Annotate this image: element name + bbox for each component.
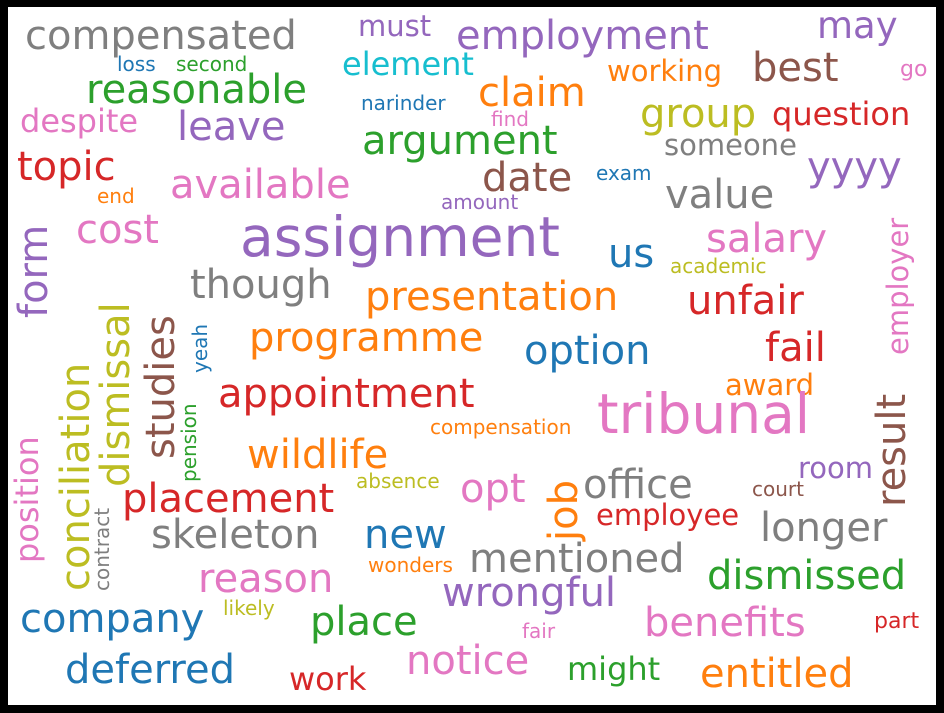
word-placement: placement (122, 476, 335, 522)
word-leave: leave (177, 104, 286, 150)
word-compensation: compensation (430, 415, 572, 439)
word-tribunal: tribunal (597, 382, 811, 446)
word-court: court (752, 477, 804, 501)
word-must: must (358, 9, 432, 43)
word-company: company (20, 596, 205, 642)
word-position: position (8, 436, 46, 563)
word-might: might (567, 650, 661, 688)
word-work: work (289, 660, 367, 698)
word-narinder: narinder (361, 91, 446, 115)
word-dismissal: dismissal (93, 302, 139, 487)
word-room: room (798, 451, 874, 485)
word-appointment: appointment (218, 371, 475, 417)
word-yeah: yeah (188, 323, 212, 373)
word-wrongful: wrongful (442, 570, 617, 616)
word-option: option (524, 328, 651, 374)
word-longer: longer (760, 505, 888, 551)
word-form: form (11, 224, 57, 318)
word-argument: argument (362, 118, 558, 164)
word-us: us (608, 231, 655, 277)
word-place: place (310, 599, 418, 645)
word-studies: studies (138, 315, 184, 459)
word-working: working (607, 54, 723, 88)
word-reasonable: reasonable (86, 67, 307, 113)
word-compensated: compensated (25, 13, 297, 59)
word-programme: programme (249, 315, 484, 361)
word-end: end (97, 184, 135, 208)
word-absence: absence (356, 469, 440, 493)
word-topic: topic (17, 144, 116, 190)
word-assignment: assignment (240, 205, 560, 269)
word-office: office (583, 462, 693, 508)
word-loss: loss (117, 52, 156, 76)
word-exam: exam (596, 161, 652, 185)
word-group: group (640, 91, 757, 137)
word-presentation: presentation (365, 274, 619, 320)
word-cost: cost (76, 207, 159, 253)
word-fail: fail (765, 325, 826, 371)
word-despite: despite (20, 102, 139, 140)
word-best: best (752, 45, 839, 91)
word-go: go (900, 57, 928, 82)
word-question: question (772, 95, 911, 133)
word-date: date (482, 155, 573, 201)
word-fair: fair (522, 619, 556, 643)
word-contract: contract (90, 507, 114, 591)
word-employer: employer (881, 217, 915, 355)
word-reason: reason (198, 556, 334, 602)
word-find: find (491, 107, 529, 131)
word-notice: notice (406, 638, 530, 684)
word-amount: amount (441, 190, 519, 214)
word-available: available (170, 162, 351, 208)
word-result: result (869, 393, 915, 507)
word-dismissed: dismissed (707, 553, 907, 599)
word-pension: pension (177, 403, 201, 482)
word-may: may (817, 7, 898, 47)
word-mentioned: mentioned (469, 536, 685, 582)
word-cloud: compensated must employment may loss sec… (8, 7, 936, 705)
word-opt: opt (460, 466, 526, 512)
word-part: part (874, 609, 920, 634)
word-wildlife: wildlife (247, 432, 389, 478)
word-entitled: entitled (700, 651, 854, 697)
word-wonders: wonders (368, 553, 453, 577)
word-skeleton: skeleton (151, 512, 320, 558)
word-new: new (364, 512, 447, 558)
word-someone: someone (664, 128, 797, 162)
word-likely: likely (223, 596, 275, 620)
word-salary: salary (706, 216, 828, 262)
word-yyyy: yyyy (807, 144, 902, 190)
word-benefits: benefits (644, 600, 806, 646)
word-academic: academic (670, 254, 767, 278)
word-claim: claim (478, 70, 586, 116)
word-employment: employment (456, 13, 709, 59)
word-second: second (176, 52, 248, 76)
word-deferred: deferred (65, 647, 235, 693)
word-though: though (190, 262, 332, 308)
word-employee: employee (596, 498, 740, 532)
word-award: award (725, 368, 815, 402)
word-value: value (665, 172, 775, 218)
word-job: job (541, 480, 587, 541)
word-element: element (342, 45, 474, 83)
word-unfair: unfair (687, 278, 804, 324)
